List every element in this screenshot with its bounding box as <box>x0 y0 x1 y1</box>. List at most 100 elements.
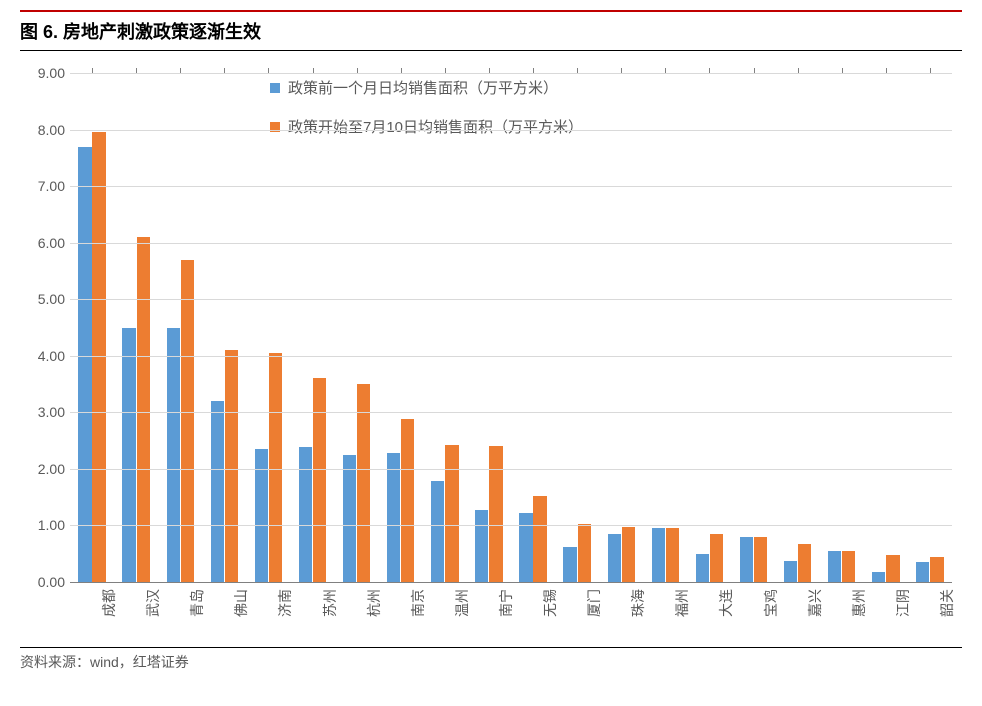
legend-item: 政策开始至7月10日均销售面积（万平方米） <box>270 116 583 137</box>
gridline <box>70 299 952 300</box>
bar <box>652 528 665 582</box>
bar <box>401 419 414 582</box>
x-tick <box>180 68 181 73</box>
x-label: 宝鸡 <box>761 589 781 617</box>
x-tick <box>577 68 578 73</box>
bar <box>842 551 855 582</box>
source-text: 资料来源：wind，红塔证券 <box>20 647 962 672</box>
y-tick-label: 7.00 <box>20 178 65 194</box>
bar <box>167 328 180 583</box>
bar <box>181 260 194 582</box>
legend-swatch <box>270 83 280 93</box>
x-tick <box>709 68 710 73</box>
y-tick-label: 2.00 <box>20 461 65 477</box>
bar <box>798 544 811 582</box>
x-label: 温州 <box>452 589 472 617</box>
bar <box>930 557 943 582</box>
y-tick-label: 5.00 <box>20 291 65 307</box>
bar <box>122 328 135 583</box>
bar <box>886 555 899 582</box>
x-label: 青岛 <box>187 589 207 617</box>
bar <box>431 481 444 582</box>
y-tick-label: 3.00 <box>20 404 65 420</box>
gridline <box>70 186 952 187</box>
bar <box>563 547 576 582</box>
gridline <box>70 412 952 413</box>
gridline <box>70 525 952 526</box>
bar <box>916 562 929 582</box>
bar <box>445 445 458 582</box>
x-label: 南宁 <box>496 589 516 617</box>
bar <box>78 147 91 582</box>
bar <box>784 561 797 582</box>
plot-region: 政策前一个月日均销售面积（万平方米）政策开始至7月10日均销售面积（万平方米） … <box>70 73 952 583</box>
x-tick <box>533 68 534 73</box>
gridline <box>70 356 952 357</box>
bar <box>519 513 532 582</box>
x-tick <box>842 68 843 73</box>
x-label: 武汉 <box>143 589 163 617</box>
bar <box>666 528 679 582</box>
x-label: 大连 <box>716 589 736 617</box>
y-tick-label: 4.00 <box>20 348 65 364</box>
x-tick <box>621 68 622 73</box>
bar <box>489 446 502 582</box>
chart-title: 图 6. 房地产刺激政策逐渐生效 <box>20 18 962 44</box>
gridline <box>70 130 952 131</box>
y-tick-label: 0.00 <box>20 574 65 590</box>
bar <box>578 524 591 582</box>
y-tick-label: 8.00 <box>20 122 65 138</box>
bar <box>754 537 767 582</box>
bar <box>533 496 546 582</box>
x-tick <box>357 68 358 73</box>
bar <box>696 554 709 582</box>
x-tick <box>401 68 402 73</box>
x-label: 珠海 <box>628 589 648 617</box>
x-label: 杭州 <box>364 589 384 617</box>
legend-label: 政策前一个月日均销售面积（万平方米） <box>288 77 558 98</box>
title-bar: 图 6. 房地产刺激政策逐渐生效 <box>20 10 962 51</box>
x-tick <box>92 68 93 73</box>
x-label: 江阴 <box>893 589 913 617</box>
gridline <box>70 469 952 470</box>
x-label: 济南 <box>275 589 295 617</box>
x-label: 苏州 <box>320 589 340 617</box>
legend-item: 政策前一个月日均销售面积（万平方米） <box>270 77 583 98</box>
x-tick <box>754 68 755 73</box>
bar <box>225 350 238 582</box>
bar <box>137 237 150 582</box>
y-tick-label: 6.00 <box>20 235 65 251</box>
bar <box>343 455 356 582</box>
x-label: 福州 <box>672 589 692 617</box>
bar <box>475 510 488 582</box>
bar <box>622 527 635 582</box>
x-tick <box>136 68 137 73</box>
x-label: 惠州 <box>849 589 869 617</box>
bar <box>92 132 105 582</box>
gridline <box>70 243 952 244</box>
x-tick <box>224 68 225 73</box>
x-label: 韶关 <box>937 589 957 617</box>
x-tick <box>445 68 446 73</box>
y-tick-label: 1.00 <box>20 517 65 533</box>
bar <box>710 534 723 582</box>
x-label: 嘉兴 <box>805 589 825 617</box>
bar <box>872 572 885 582</box>
bar <box>211 401 224 582</box>
x-label: 南京 <box>408 589 428 617</box>
gridline <box>70 73 952 74</box>
bar <box>357 384 370 582</box>
legend: 政策前一个月日均销售面积（万平方米） 政策开始至7月10日均销售面积（万平方米） <box>270 77 583 155</box>
x-label: 成都 <box>99 589 119 617</box>
bar <box>269 353 282 582</box>
bar <box>740 537 753 582</box>
x-label: 无锡 <box>540 589 560 617</box>
x-axis: 成都武汉青岛佛山济南苏州杭州南京温州南宁无锡厦门珠海福州大连宝鸡嘉兴惠州江阴韶关 <box>70 583 952 643</box>
figure-container: 图 6. 房地产刺激政策逐渐生效 政策前一个月日均销售面积（万平方米） 政策开始至… <box>0 0 982 682</box>
x-label: 厦门 <box>584 589 604 617</box>
x-tick <box>313 68 314 73</box>
legend-label: 政策开始至7月10日均销售面积（万平方米） <box>288 116 583 137</box>
bar <box>313 378 326 582</box>
y-tick-label: 9.00 <box>20 65 65 81</box>
chart-area: 政策前一个月日均销售面积（万平方米）政策开始至7月10日均销售面积（万平方米） … <box>20 63 962 643</box>
